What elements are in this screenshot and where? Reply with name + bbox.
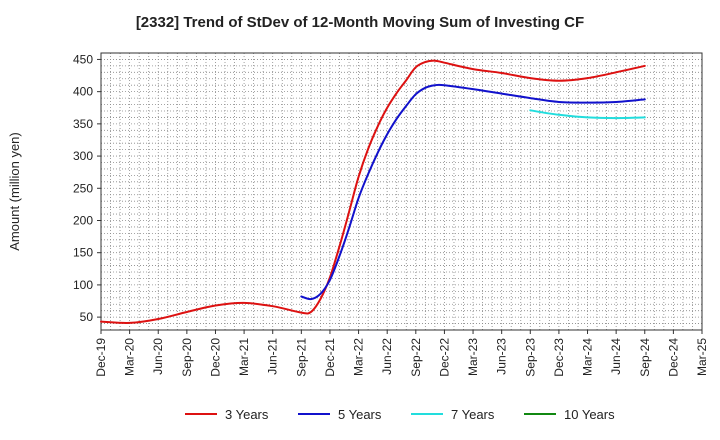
grid-lines <box>101 53 702 330</box>
x-tick-label: Dec-20 <box>208 338 222 377</box>
series-line-3-years <box>100 59 646 324</box>
y-tick-label: 250 <box>73 181 93 195</box>
y-tick-label: 200 <box>73 213 93 227</box>
x-tick-label: Mar-22 <box>352 338 366 376</box>
x-tick-label: Sep-23 <box>523 338 537 377</box>
x-tick-label: Mar-24 <box>581 338 595 376</box>
series-line-7-years <box>529 109 646 120</box>
x-tick-label: Mar-20 <box>123 338 137 376</box>
x-tick-label: Dec-23 <box>552 338 566 377</box>
series-line-5-years <box>300 83 646 301</box>
y-tick-label: 350 <box>73 117 93 131</box>
series-lines <box>100 59 646 324</box>
x-tick-label: Mar-25 <box>695 338 709 376</box>
x-tick-label: Dec-22 <box>437 338 451 377</box>
x-tick-label: Sep-20 <box>180 338 194 377</box>
x-tick-label: Jun-24 <box>609 338 623 375</box>
y-axis-title: Amount (million yen) <box>7 132 22 251</box>
x-tick-label: Jun-22 <box>380 338 394 375</box>
plot-frame <box>100 52 703 331</box>
x-tick-label: Jun-21 <box>266 338 280 375</box>
x-tick-label: Mar-21 <box>237 338 251 376</box>
axes: 50 100 150 200 250 300 350 400 450 Dec-19 Mar-20 Ju… <box>73 52 709 376</box>
x-tick-label: Sep-24 <box>638 338 652 377</box>
y-tick-label: 100 <box>73 278 93 292</box>
legend-label-10-years: 10 Years <box>564 407 615 422</box>
legend-label-7-years: 7 Years <box>451 407 495 422</box>
y-tick-label: 150 <box>73 246 93 260</box>
x-tick-label: Mar-23 <box>466 338 480 376</box>
y-tick-label: 300 <box>73 149 93 163</box>
x-tick-label: Sep-22 <box>409 338 423 377</box>
legend-label-3-years: 3 Years <box>225 407 269 422</box>
x-tick-label: Jun-20 <box>151 338 165 375</box>
chart-title: [2332] Trend of StDev of 12-Month Moving… <box>135 14 585 31</box>
plot-area <box>101 53 702 330</box>
x-tick-label: Dec-21 <box>323 338 337 377</box>
x-tick-label: Dec-19 <box>94 338 108 377</box>
y-tick-label: 50 <box>80 310 94 324</box>
y-tick-label: 400 <box>73 85 93 99</box>
x-tick-label: Dec-24 <box>666 338 680 377</box>
x-tick-label: Sep-21 <box>294 338 308 377</box>
legend: 3 Years 5 Years 7 Years 10 Years <box>185 407 615 422</box>
x-tick-label: Jun-23 <box>495 338 509 375</box>
legend-label-5-years: 5 Years <box>338 407 382 422</box>
y-tick-label: 450 <box>73 52 93 66</box>
